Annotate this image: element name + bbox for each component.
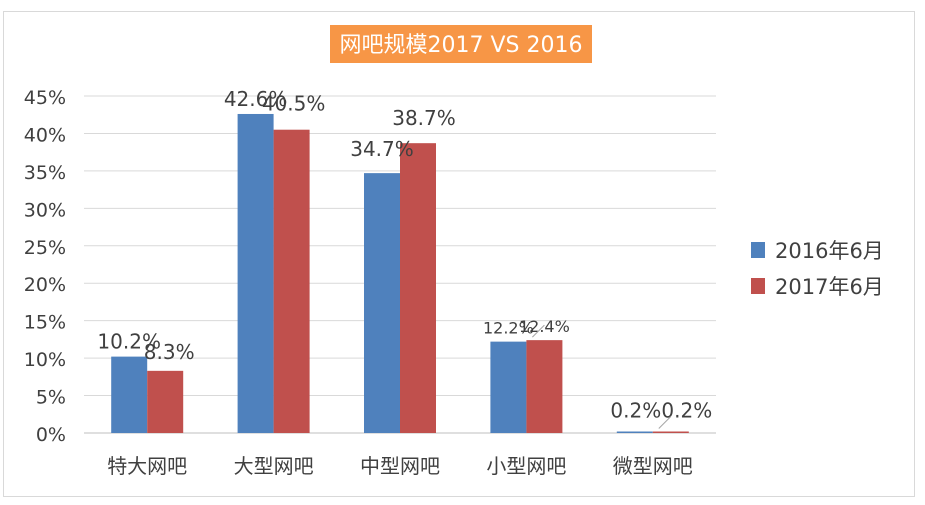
data-label: 0.2%: [661, 399, 712, 423]
bars: [111, 113, 689, 434]
legend-label: 2017年6月: [775, 275, 884, 299]
data-label: 8.3%: [144, 340, 195, 364]
x-tick-label: 微型网吧: [613, 454, 693, 478]
bar-大型网吧-2017年6月: [273, 129, 310, 433]
data-label: 12.4%: [519, 317, 570, 336]
x-tick-label: 小型网吧: [486, 454, 566, 478]
legend-label: 2016年6月: [775, 239, 884, 263]
y-tick-label: 45%: [24, 87, 66, 109]
chart-title-text: 网吧规模2017 VS 2016: [340, 33, 583, 58]
bar-微型网吧-2017年6月: [652, 431, 689, 433]
data-label: 38.7%: [392, 106, 456, 130]
bar-特大网吧-2017年6月: [147, 370, 184, 433]
y-tick-label: 25%: [24, 237, 66, 259]
grid-lines: [84, 95, 716, 434]
x-tick-label: 特大网吧: [107, 454, 187, 478]
x-tick-label: 大型网吧: [234, 454, 314, 478]
y-tick-label: 5%: [36, 387, 66, 409]
leader-line: [658, 416, 672, 429]
y-axis: 0% 5% 10% 15% 20% 25% 30% 35% 40% 45%: [24, 87, 66, 446]
y-tick-label: 40%: [24, 124, 66, 146]
bar-微型网吧-2016年6月: [616, 431, 653, 433]
data-label: 34.7%: [350, 137, 414, 161]
x-axis: 特大网吧 大型网吧 中型网吧 小型网吧 微型网吧: [107, 454, 693, 478]
x-tick-label: 中型网吧: [360, 454, 440, 478]
bar-小型网吧-2016年6月: [490, 341, 527, 433]
data-label: 10.2%: [97, 330, 161, 354]
data-label: 42.6%: [224, 87, 288, 111]
bar-中型网吧-2016年6月: [364, 173, 400, 433]
y-tick-label: 10%: [24, 349, 66, 371]
bar-大型网吧-2016年6月: [237, 113, 274, 434]
y-tick-label: 15%: [24, 312, 66, 334]
data-labels: 10.2%8.3% 42.6%40.5% 34.7% 38.7% 12.2%12.4% 0…: [97, 87, 712, 429]
y-tick-label: 30%: [24, 199, 66, 221]
legend-swatch: [751, 278, 765, 294]
y-tick-label: 20%: [24, 274, 66, 296]
bar-特大网吧-2016年6月: [111, 356, 148, 433]
data-label: 12.2%: [483, 319, 534, 338]
y-tick-label: 35%: [24, 162, 66, 184]
leader-line: [532, 324, 545, 338]
chart-title-background: [330, 25, 592, 63]
data-label: 40.5%: [262, 92, 326, 116]
chart-title: 网吧规模2017 VS 2016: [330, 25, 592, 63]
bar-小型网吧-2017年6月: [526, 340, 563, 433]
legend-swatch: [751, 242, 765, 258]
legend: 2016年6月 2017年6月: [751, 239, 884, 299]
data-label: 0.2%: [610, 399, 661, 423]
bar-中型网吧-2017年6月: [400, 143, 436, 433]
y-tick-label: 0%: [36, 424, 66, 446]
